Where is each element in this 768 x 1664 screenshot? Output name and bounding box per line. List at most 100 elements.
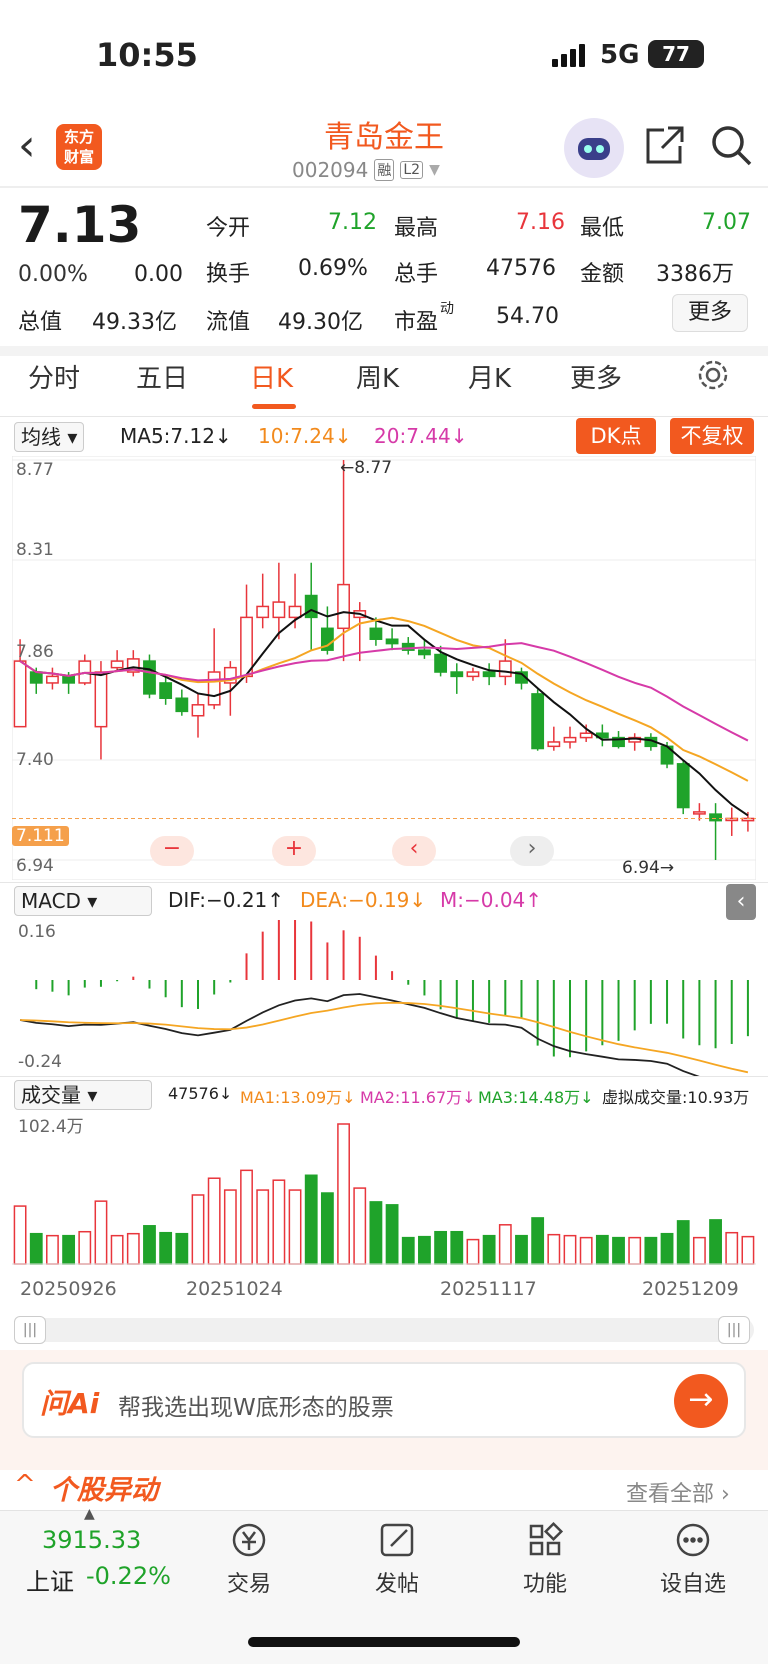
volume-bar bbox=[256, 1189, 270, 1265]
ai-input[interactable] bbox=[22, 1362, 746, 1438]
volume-bar bbox=[660, 1232, 674, 1265]
volume-bar bbox=[191, 1194, 205, 1265]
search-icon[interactable] bbox=[708, 122, 754, 168]
candle-body bbox=[304, 594, 318, 619]
volume-value-label: 47576↓ bbox=[168, 1084, 233, 1103]
y-tick-bottom: 6.94 bbox=[16, 856, 54, 876]
tab-yuek[interactable]: 月K bbox=[468, 364, 512, 394]
nav-function[interactable]: 功能 bbox=[490, 1520, 600, 1598]
date-1: 20250926 bbox=[20, 1278, 117, 1300]
ai-assistant-icon[interactable] bbox=[564, 118, 624, 178]
tab-rik[interactable]: 日K bbox=[250, 364, 294, 394]
stock-name: 青岛金王 bbox=[324, 120, 444, 155]
candle-body bbox=[709, 813, 722, 822]
candle-body bbox=[256, 605, 270, 619]
float-value: 49.30亿 bbox=[278, 310, 363, 335]
low-marker: 6.94→ bbox=[622, 858, 675, 878]
volume-bar bbox=[450, 1230, 464, 1265]
volume-bar bbox=[741, 1235, 755, 1265]
volume-bar bbox=[692, 1236, 706, 1265]
volume-bar bbox=[288, 1189, 302, 1265]
view-all-link[interactable]: 查看全部 › bbox=[626, 1482, 730, 1507]
candle-body bbox=[126, 658, 140, 673]
volume-value: 47576 bbox=[486, 256, 556, 281]
tab-zhouk[interactable]: 周K bbox=[356, 364, 400, 394]
candle-body bbox=[369, 627, 383, 640]
turnover-value: 0.69% bbox=[298, 256, 368, 281]
zoom-in-button[interactable]: + bbox=[272, 836, 316, 866]
nav-post[interactable]: 发帖 bbox=[342, 1520, 452, 1598]
tab-fenshi[interactable]: 分时 bbox=[28, 364, 81, 394]
macd-y-bottom: -0.24 bbox=[18, 1052, 62, 1072]
volume-bar bbox=[13, 1205, 27, 1265]
slider-handle-left[interactable]: ||| bbox=[14, 1316, 46, 1344]
candle-body bbox=[337, 583, 350, 630]
y-tick-2: 8.31 bbox=[16, 540, 54, 560]
status-time: 10:55 bbox=[96, 36, 198, 74]
volume-bar bbox=[482, 1234, 496, 1265]
home-indicator bbox=[248, 1637, 520, 1647]
share-icon[interactable] bbox=[642, 122, 688, 168]
volume-bar bbox=[78, 1230, 92, 1265]
slider-handle-right[interactable]: ||| bbox=[718, 1316, 750, 1344]
volume-bar bbox=[418, 1235, 431, 1265]
tab-more[interactable]: 更多 bbox=[570, 364, 623, 394]
stock-code: 002094 融 L2 ▼ bbox=[292, 158, 440, 182]
macd-select[interactable]: MACD ▾ bbox=[14, 886, 152, 916]
chart-frame bbox=[12, 456, 756, 880]
candle-body bbox=[240, 616, 253, 678]
collapse-icon[interactable]: ‹ bbox=[726, 884, 756, 920]
volume-bar bbox=[515, 1234, 528, 1265]
battery-icon: 77 bbox=[648, 40, 704, 68]
dk-button[interactable]: DK点 bbox=[576, 418, 656, 454]
date-4: 20251209 bbox=[642, 1278, 739, 1300]
nav-add-watchlist[interactable]: 设自选 bbox=[638, 1520, 748, 1598]
range-slider[interactable] bbox=[14, 1318, 754, 1342]
back-icon[interactable]: ‹ bbox=[18, 120, 36, 171]
macd-chart bbox=[19, 920, 749, 1076]
candle-body bbox=[223, 666, 237, 684]
candle-body bbox=[450, 671, 464, 678]
zoom-out-button[interactable]: − bbox=[150, 836, 194, 866]
mcap-label: 总值 bbox=[18, 310, 63, 335]
scroll-left-button[interactable]: ‹ bbox=[392, 836, 436, 866]
more-dots-icon bbox=[676, 1523, 710, 1557]
fuquan-button[interactable]: 不复权 bbox=[670, 418, 754, 454]
candle-body bbox=[612, 736, 625, 748]
vol-y-top: 102.4万 bbox=[18, 1117, 84, 1137]
index-name: 上证 bbox=[26, 1568, 74, 1596]
up-arrow-icon: ▲ bbox=[84, 1506, 95, 1522]
trade-icon bbox=[232, 1523, 266, 1557]
tab-underline bbox=[252, 404, 296, 409]
volume-select[interactable]: 成交量 ▾ bbox=[14, 1080, 152, 1110]
network-label: 5G bbox=[600, 40, 640, 70]
candlestick-chart[interactable] bbox=[12, 456, 756, 880]
change-pct: 0.00% bbox=[18, 262, 88, 287]
volume-bar bbox=[612, 1236, 625, 1265]
settings-icon[interactable] bbox=[696, 358, 730, 399]
ma-line bbox=[19, 642, 749, 742]
scroll-right-button[interactable]: › bbox=[510, 836, 554, 866]
candle-body bbox=[579, 732, 593, 739]
candle-body bbox=[175, 697, 189, 713]
more-button[interactable]: 更多 bbox=[672, 294, 748, 332]
candle-body bbox=[29, 671, 43, 684]
candle-body bbox=[418, 649, 431, 656]
index-value[interactable]: 3915.33 bbox=[42, 1526, 142, 1554]
nav-trade[interactable]: 交易 bbox=[194, 1520, 304, 1598]
pe-sup: 动 bbox=[440, 301, 454, 317]
volume-bar bbox=[159, 1231, 173, 1265]
candle-body bbox=[498, 660, 512, 678]
volume-bar bbox=[628, 1236, 642, 1265]
divider bbox=[0, 1076, 768, 1077]
ma-select[interactable]: 均线 ▾ bbox=[14, 422, 85, 452]
high-marker: ←8.77 bbox=[340, 458, 393, 478]
tab-wuri[interactable]: 五日 bbox=[136, 364, 189, 394]
volume-bar bbox=[401, 1236, 415, 1265]
app-logo: 东方 财富 bbox=[56, 124, 102, 170]
ai-submit-button[interactable]: → bbox=[674, 1374, 728, 1428]
ai-placeholder: 帮我选出现W底形态的股票 bbox=[118, 1395, 394, 1421]
grid-icon bbox=[529, 1521, 564, 1556]
chevron-up-icon[interactable]: ^ bbox=[14, 1470, 36, 1500]
volume-bar bbox=[385, 1204, 399, 1265]
